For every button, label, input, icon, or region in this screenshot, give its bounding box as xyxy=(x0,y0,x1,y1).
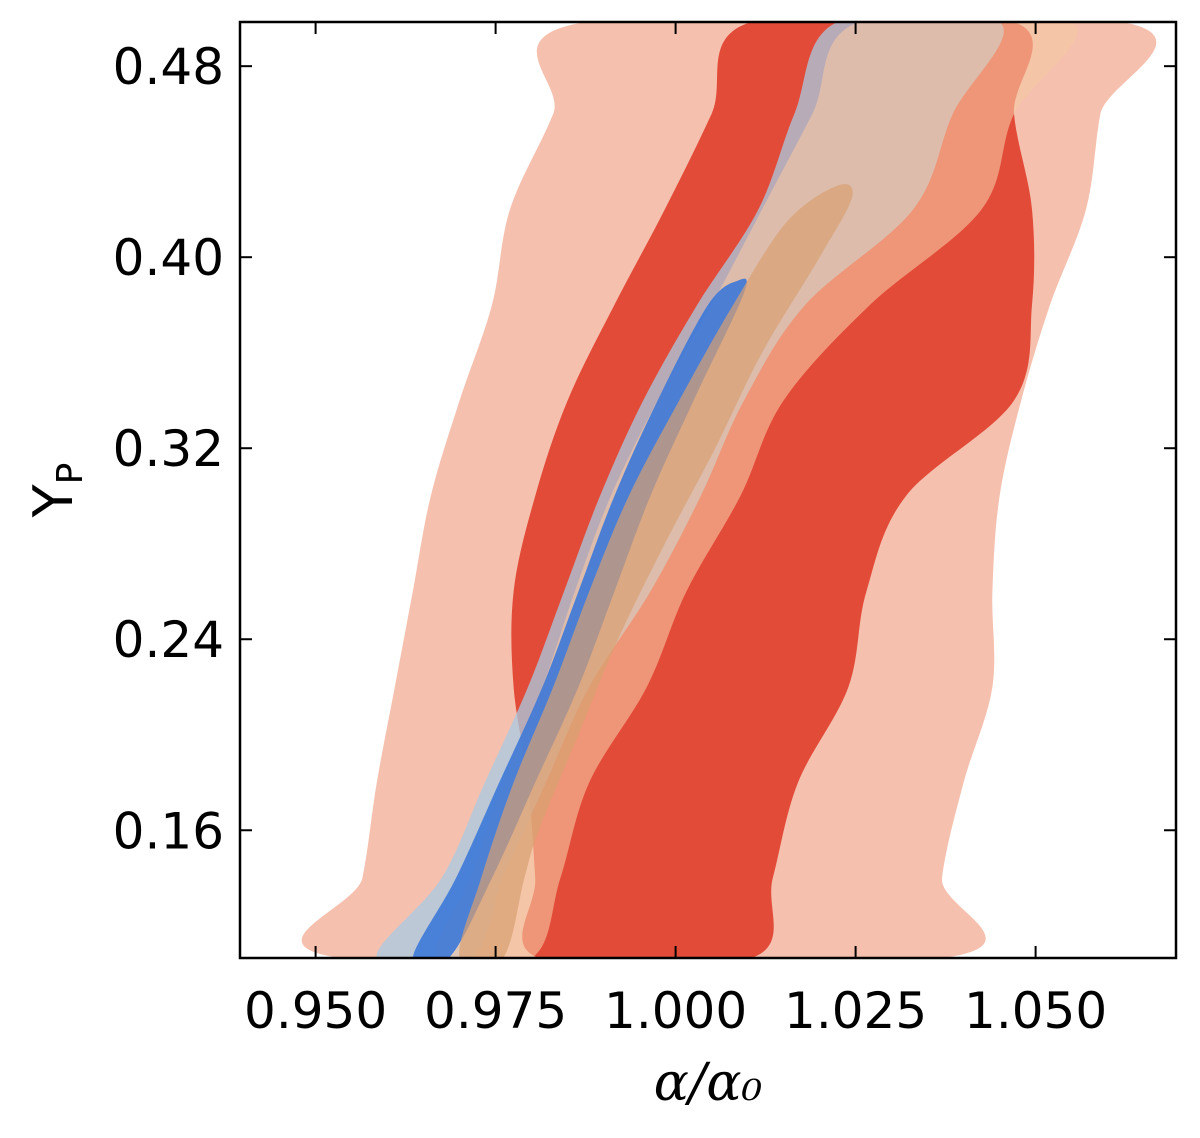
y-tick-label: 0.32 xyxy=(113,420,224,478)
x-tick-label: 0.975 xyxy=(424,982,567,1040)
contour-peach-outer xyxy=(436,22,1078,958)
y-axis-label-sub: P xyxy=(50,463,91,485)
x-tick-label: 0.950 xyxy=(244,982,387,1040)
axis-ticks xyxy=(240,22,1176,958)
tick-labels: 0.950 0.975 1.000 1.025 1.050 0.16 0.24 0.32 0.4… xyxy=(113,38,1107,1040)
contour-peach-inner xyxy=(459,184,853,958)
x-tick-label: 1.025 xyxy=(784,982,927,1040)
plot-frame xyxy=(238,20,1178,960)
y-axis-label-main: Y xyxy=(22,483,85,518)
x-axis-label: α/α₀ xyxy=(654,1053,763,1113)
y-tick-label: 0.16 xyxy=(113,802,224,860)
x-tick-label: 1.000 xyxy=(604,982,747,1040)
y-tick-label: 0.40 xyxy=(113,229,224,287)
y-axis-label: YP xyxy=(22,463,91,519)
y-tick-label: 0.48 xyxy=(113,38,224,96)
x-tick-label: 1.050 xyxy=(964,982,1107,1040)
y-tick-label: 0.24 xyxy=(113,611,224,669)
svg-text:YP: YP xyxy=(22,463,91,519)
contour-regions xyxy=(301,22,1157,958)
